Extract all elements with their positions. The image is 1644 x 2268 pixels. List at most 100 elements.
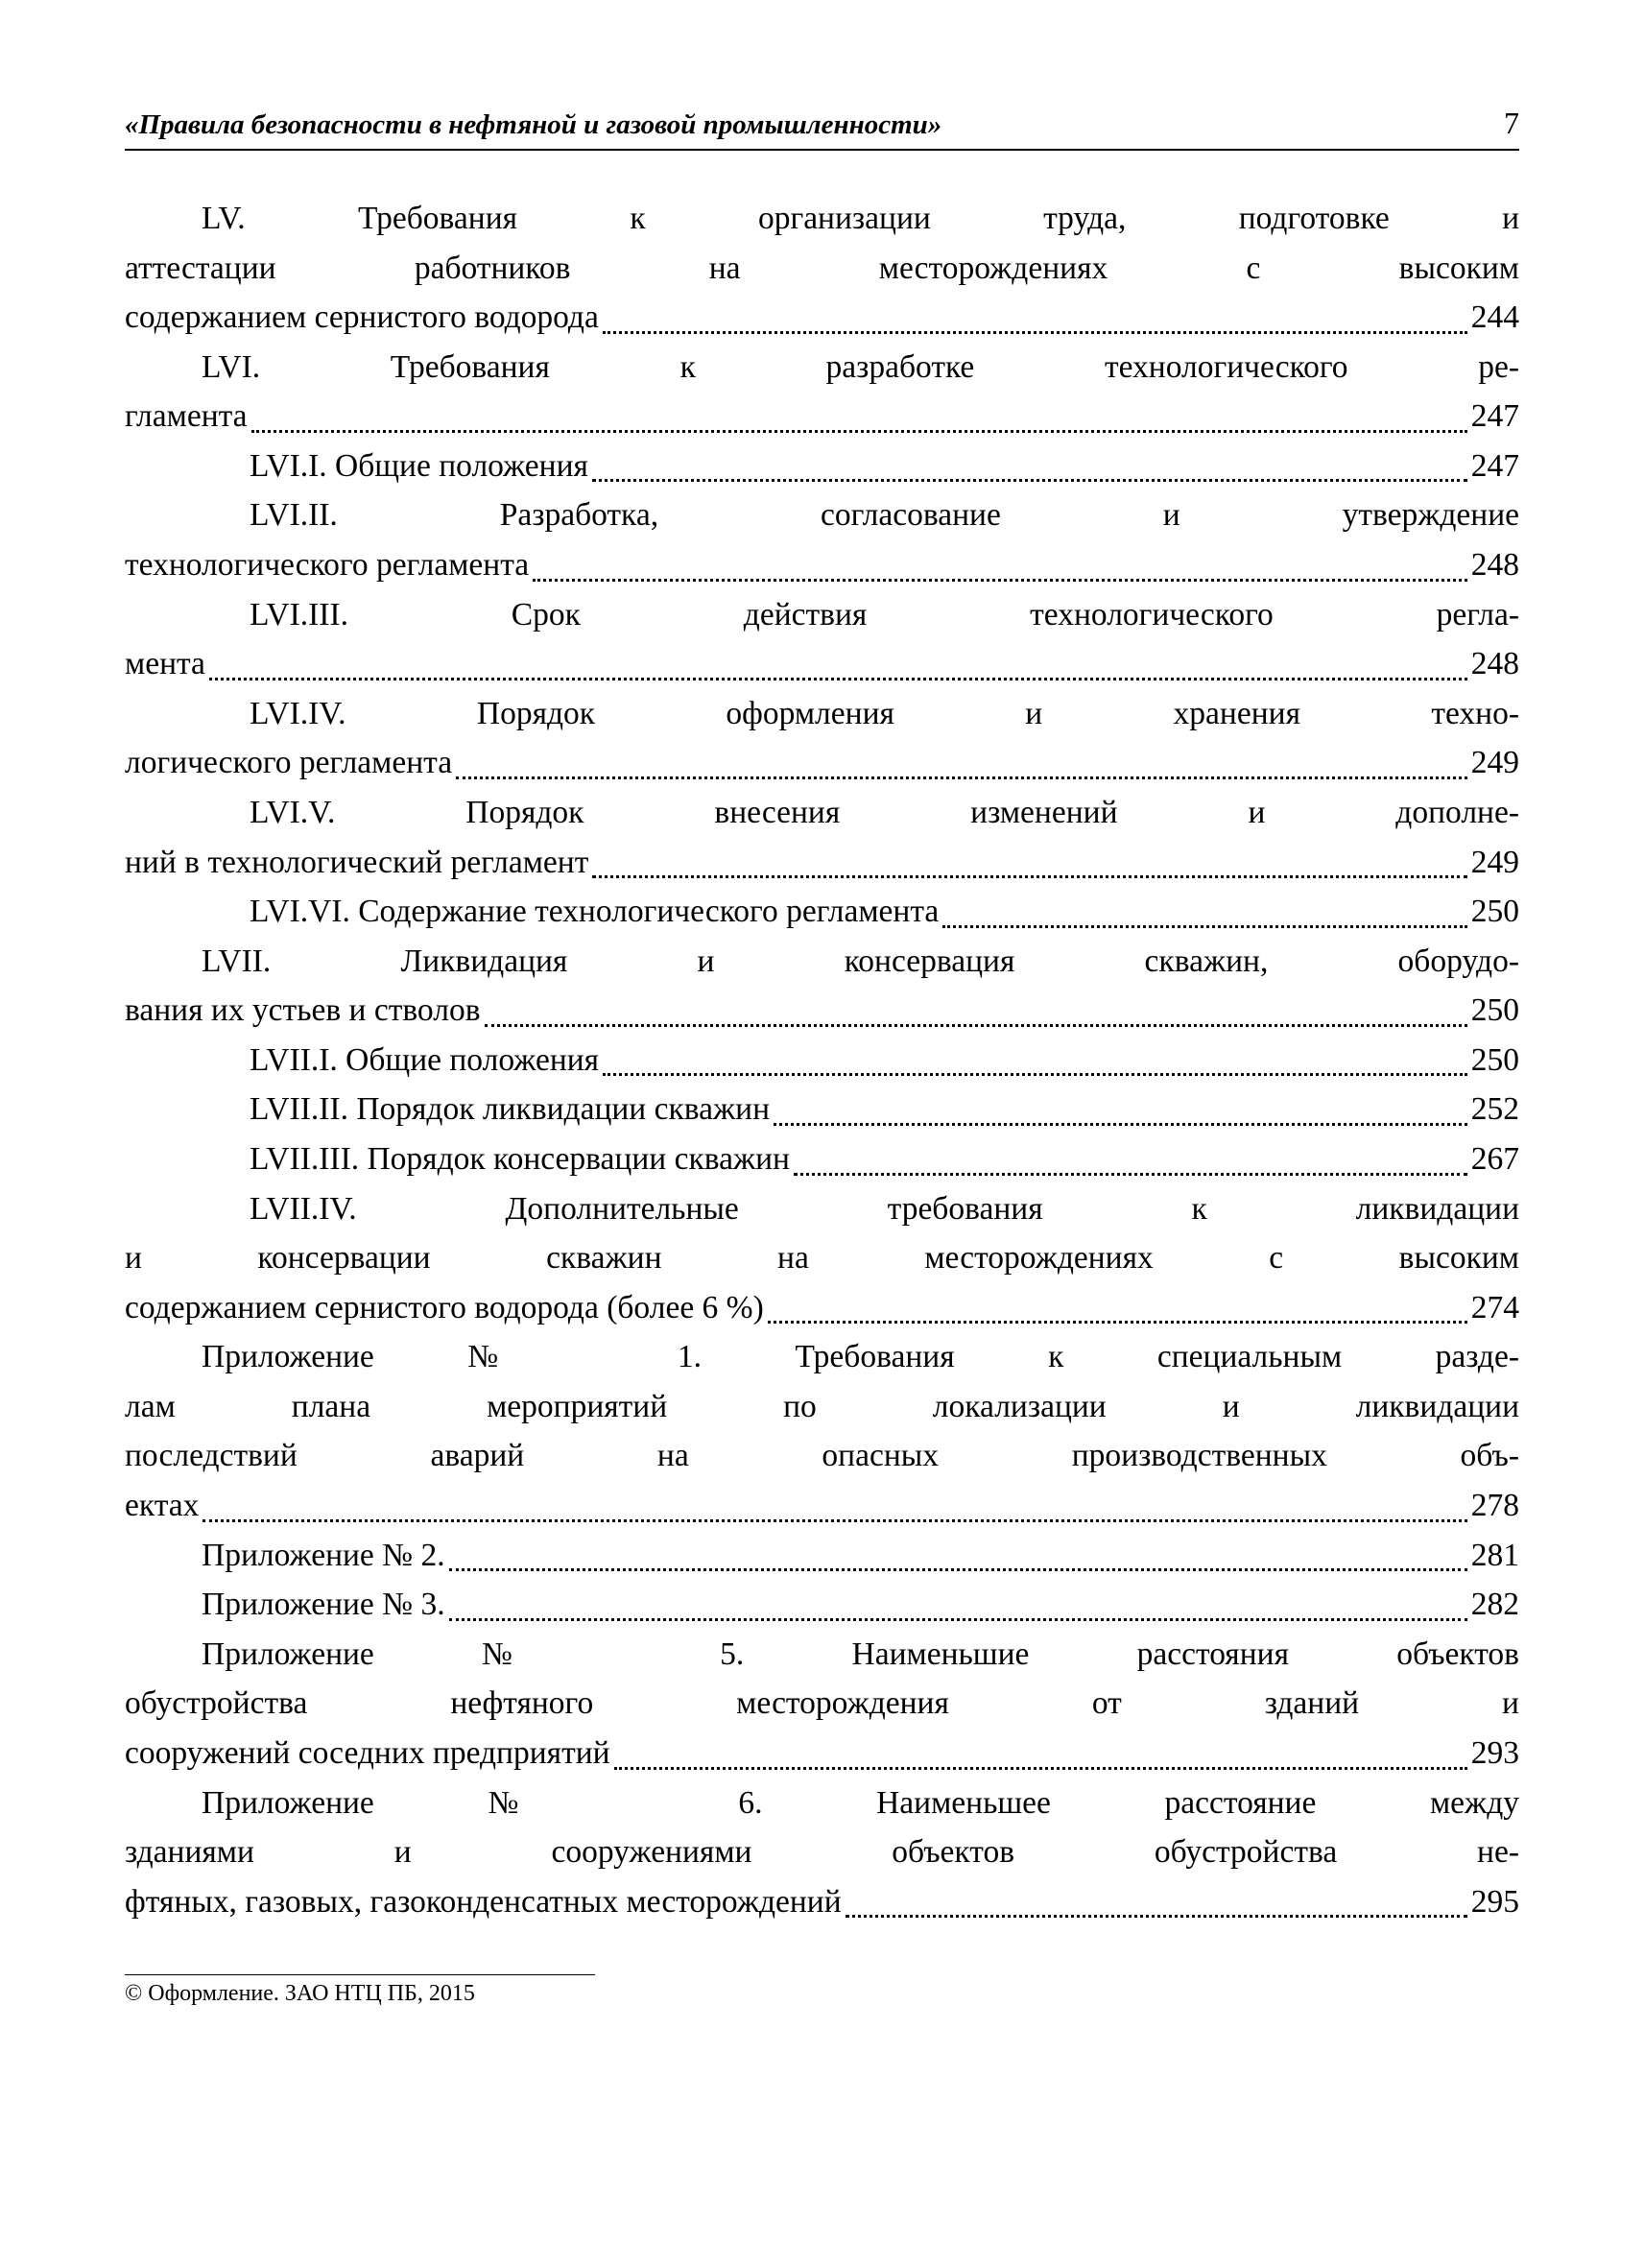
toc-page-number: 250 [1471,887,1519,937]
toc-entry: LVII.IV. Дополнительные требования к лик… [125,1184,1519,1333]
toc-text: гламента [125,392,248,442]
dot-leader [485,1024,1467,1027]
toc-page-number: 244 [1471,293,1519,343]
toc-text: LVII. Ликвидация и консервация скважин, … [202,943,1519,979]
toc-entry-last-line: вания их устьев и стволов 250 [125,986,1519,1036]
toc-text: аттестации работников на месторождениях … [125,251,1519,286]
dot-leader [942,925,1467,928]
toc-text: Приложение № 6. Наименьшее расстояние ме… [202,1785,1519,1821]
toc-entry-last-line: сооружений соседних предприятий 293 [125,1729,1519,1779]
toc-entry: LVI. Требования к разработке технологиче… [125,343,1519,442]
toc-text: LVII.IV. Дополнительные требования к лик… [250,1191,1519,1227]
toc-entry: Приложение № 3.282 [125,1580,1519,1630]
dot-leader [768,1321,1467,1324]
toc-entry: LVII.III. Порядок консервации скважин 267 [125,1134,1519,1184]
toc-text: обустройства нефтяного месторождения от … [125,1685,1519,1721]
toc-entry: LVI.III. Срок действия технологического … [125,590,1519,689]
toc-entry-last-line: технологического регламента 248 [125,540,1519,590]
toc-entry-last-line: содержанием сернистого водорода (более 6… [125,1283,1519,1333]
toc-text: лам плана мероприятий по локализации и л… [125,1389,1519,1424]
toc-entry-line: LVI.II. Разработка, согласование и утвер… [125,490,1519,540]
toc-text: последствий аварий на опасных производст… [125,1438,1519,1473]
toc-text: LVII.I. Общие положения [250,1036,599,1086]
toc-text: фтяных, газовых, газоконденсатных местор… [125,1877,842,1927]
toc-page-number: 247 [1471,442,1519,491]
toc-text: сооружений соседних предприятий [125,1729,610,1779]
toc-entry-line: LVI.IV. Порядок оформления и хранения те… [125,689,1519,739]
toc-text: LVI.IV. Порядок оформления и хранения те… [250,696,1519,731]
toc-text: вания их устьев и стволов [125,986,481,1036]
dot-leader [592,875,1466,878]
toc-page-number: 267 [1471,1134,1519,1184]
toc-entry-last-line: логического регламента 249 [125,738,1519,788]
toc-entry: LVI.II. Разработка, согласование и утвер… [125,490,1519,589]
toc-text: LVI.I. Общие положения [250,442,588,491]
dot-leader [449,1618,1467,1621]
dot-leader [456,776,1467,779]
toc-text: Приложение № 3. [202,1580,445,1630]
dot-leader [794,1173,1467,1176]
toc-entry-last-line: ний в технологический регламент249 [125,838,1519,888]
toc-entry-line: Приложение № 5. Наименьшие расстояния об… [125,1630,1519,1680]
toc-entry: LVII.I. Общие положения 250 [125,1036,1519,1086]
toc-page-number: 247 [1471,392,1519,442]
toc-page-number: 295 [1471,1877,1519,1927]
toc-page-number: 250 [1471,986,1519,1036]
toc-entry-last-line: фтяных, газовых, газоконденсатных местор… [125,1877,1519,1927]
toc-entry: Приложение № 1. Требования к специальным… [125,1332,1519,1530]
toc-text: Приложение № 1. Требования к специальным… [202,1339,1519,1374]
toc-text: LVII.III. Порядок консервации скважин [250,1134,790,1184]
toc-text: LVI.VI. Содержание технологического регл… [250,887,939,937]
toc-page-number: 274 [1471,1283,1519,1333]
toc-entry-last-line: мента 248 [125,639,1519,689]
toc-page-number: 250 [1471,1036,1519,1086]
dot-leader [203,1519,1466,1522]
dot-leader [603,1073,1467,1076]
toc-text: логического регламента [125,738,452,788]
toc-text: Приложение № 5. Наименьшие расстояния об… [202,1636,1519,1672]
toc-entry-line: LV. Требования к организации труда, подг… [125,194,1519,244]
toc-entry: LV. Требования к организации труда, подг… [125,194,1519,343]
toc-entry-last-line: содержанием сернистого водорода 244 [125,293,1519,343]
toc-entry-line: LVI. Требования к разработке технологиче… [125,343,1519,393]
toc-page-number: 281 [1471,1531,1519,1581]
toc-text: LV. Требования к организации труда, подг… [202,201,1519,236]
toc-text: технологического регламента [125,540,529,590]
toc-page-number: 278 [1471,1481,1519,1531]
toc-entry: LVI.VI. Содержание технологического регл… [125,887,1519,937]
toc-text: LVI.II. Разработка, согласование и утвер… [250,497,1519,533]
dot-leader [533,579,1467,582]
toc-text: LVII.II. Порядок ликвидации скважин [250,1085,770,1134]
toc-entry-line: Приложение № 6. Наименьшее расстояние ме… [125,1779,1519,1828]
toc-entry-last-line: гламента 247 [125,392,1519,442]
dot-leader [449,1568,1467,1571]
toc-page-number: 293 [1471,1729,1519,1779]
toc-page-number: 248 [1471,540,1519,590]
toc-entry-line: LVI.III. Срок действия технологического … [125,590,1519,640]
dot-leader [592,479,1467,482]
toc-page-number: 248 [1471,639,1519,689]
toc-entry: LVI.V. Порядок внесения изменений и допо… [125,788,1519,887]
toc-entry: LVI.IV. Порядок оформления и хранения те… [125,689,1519,788]
toc-entry-line: LVII.IV. Дополнительные требования к лик… [125,1184,1519,1234]
page-header: «Правила безопасности в нефтяной и газов… [125,106,1519,151]
toc-entry-line: обустройства нефтяного месторождения от … [125,1679,1519,1729]
footer-text: © Оформление. ЗАО НТЦ ПБ, 2015 [125,1981,475,2006]
toc-entry-line: LVII. Ликвидация и консервация скважин, … [125,937,1519,987]
toc-page-number: 249 [1471,738,1519,788]
toc-text: зданиями и сооружениями объектов обустро… [125,1834,1519,1870]
toc-entry: LVII. Ликвидация и консервация скважин, … [125,937,1519,1036]
toc-entry-line: LVI.V. Порядок внесения изменений и допо… [125,788,1519,838]
toc-text: ектах [125,1481,199,1531]
footer-rule: © Оформление. ЗАО НТЦ ПБ, 2015 [125,1974,595,2007]
toc-text: содержанием сернистого водорода [125,293,599,343]
toc-entry-line: последствий аварий на опасных производст… [125,1431,1519,1481]
dot-leader [603,331,1467,334]
toc-text: мента [125,639,205,689]
toc-entry-last-line: ектах 278 [125,1481,1519,1531]
dot-leader [251,430,1467,433]
toc-text: ний в технологический регламент [125,838,588,888]
toc-text: LVI.III. Срок действия технологического … [250,597,1519,633]
header-page-number: 7 [1504,106,1519,141]
toc-entry: LVI.I. Общие положения 247 [125,442,1519,491]
